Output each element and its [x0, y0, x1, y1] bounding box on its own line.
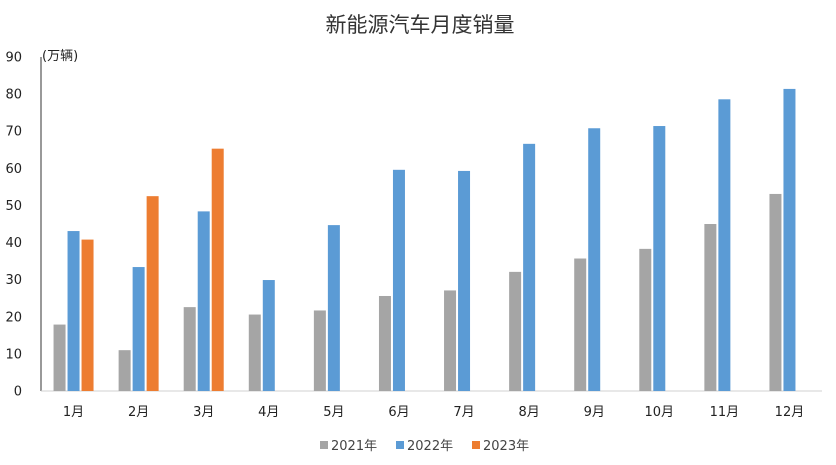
x-axis-ticks: 1月 2月 3月 4月 5月 6月 7月 8月 9月 10月 11月 12月 [63, 405, 804, 420]
x-tick-label: 2月 [128, 405, 149, 420]
x-tick-label: 6月 [388, 405, 409, 420]
bar-1-5 [313, 310, 326, 391]
bar-2-2 [132, 267, 145, 391]
bar-1-10 [639, 248, 652, 391]
x-tick-label: 3月 [193, 405, 214, 420]
bar-2-11 [718, 99, 731, 391]
bar-2-12 [783, 88, 796, 391]
bar-2-10 [653, 126, 666, 391]
bar-2-4 [262, 280, 275, 391]
y-tick-label: 90 [5, 51, 22, 66]
y-tick-label: 70 [5, 125, 22, 140]
bar-3-3 [211, 148, 224, 391]
chart-title: 新能源汽车月度销量 [326, 13, 515, 37]
x-tick-label: 9月 [584, 405, 605, 420]
x-tick-label: 10月 [645, 405, 675, 420]
bar-3-1 [81, 239, 94, 391]
bar-1-9 [574, 258, 587, 391]
bar-2-1 [67, 231, 80, 391]
legend-label-3: 2023年 [483, 439, 529, 454]
y-tick-label: 0 [14, 385, 22, 400]
legend-swatch-2 [396, 441, 404, 449]
bar-1-8 [509, 271, 522, 391]
bar-1-4 [248, 314, 261, 391]
bar-2-7 [458, 170, 471, 391]
x-tick-label: 5月 [323, 405, 344, 420]
y-tick-label: 20 [5, 310, 22, 325]
x-tick-label: 8月 [518, 405, 539, 420]
bar-2-8 [523, 143, 536, 391]
y-axis-unit-label: (万辆) [42, 49, 78, 64]
legend-swatch-3 [472, 441, 480, 449]
x-tick-label: 7月 [453, 405, 474, 420]
bar-1-6 [378, 295, 391, 391]
bar-1-3 [183, 307, 196, 391]
x-tick-label: 4月 [258, 405, 279, 420]
y-tick-label: 40 [5, 236, 22, 251]
x-tick-label: 12月 [775, 405, 805, 420]
legend-label-2: 2022年 [407, 439, 453, 454]
bar-3-2 [146, 196, 159, 391]
y-tick-label: 30 [5, 273, 22, 288]
x-tick-label: 1月 [63, 405, 84, 420]
bars-group [53, 88, 796, 391]
legend-label-1: 2021年 [331, 439, 377, 454]
x-tick-label: 11月 [710, 405, 740, 420]
bar-1-11 [704, 224, 717, 391]
y-tick-label: 10 [5, 347, 22, 362]
y-tick-label: 50 [5, 199, 22, 214]
y-tick-label: 60 [5, 162, 22, 177]
bar-2-5 [327, 225, 340, 391]
legend-swatch-1 [320, 441, 328, 449]
bar-1-7 [444, 290, 457, 391]
bar-1-2 [118, 350, 131, 391]
bar-2-6 [392, 169, 405, 391]
bar-2-9 [588, 128, 601, 391]
y-axis-ticks: 0 10 20 30 40 50 60 70 80 90 [5, 51, 22, 400]
y-tick-label: 80 [5, 88, 22, 103]
bar-1-12 [769, 193, 782, 391]
legend: 2021年 2022年 2023年 [320, 439, 529, 454]
bar-2-3 [197, 211, 210, 391]
bar-1-1 [53, 324, 66, 391]
